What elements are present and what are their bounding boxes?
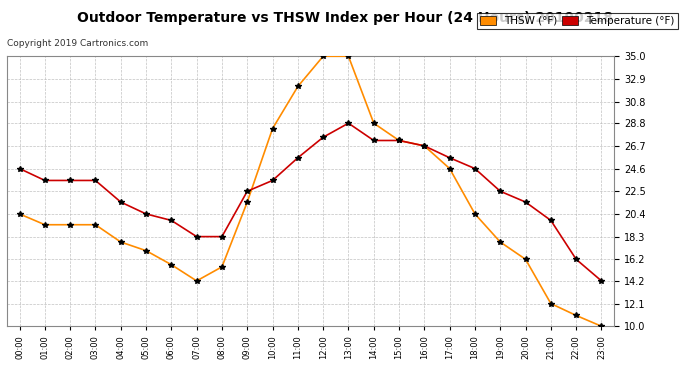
Text: Copyright 2019 Cartronics.com: Copyright 2019 Cartronics.com bbox=[7, 39, 148, 48]
Legend: THSW (°F), Temperature (°F): THSW (°F), Temperature (°F) bbox=[477, 13, 678, 29]
Text: Outdoor Temperature vs THSW Index per Hour (24 Hours) 20190218: Outdoor Temperature vs THSW Index per Ho… bbox=[77, 11, 613, 25]
